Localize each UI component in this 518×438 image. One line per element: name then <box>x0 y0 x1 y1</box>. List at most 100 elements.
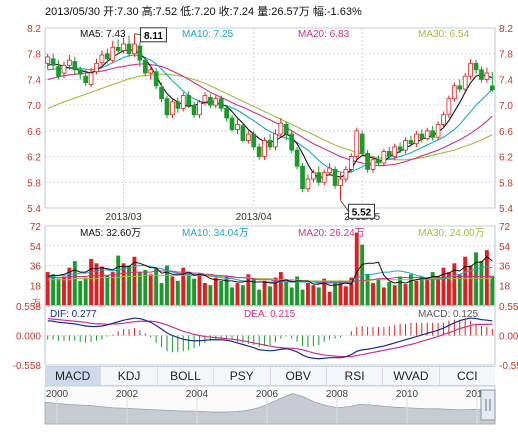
candle-body <box>359 133 365 154</box>
volume-legend-3: MA20: 26.24万 <box>298 228 365 239</box>
candle-body <box>365 152 370 170</box>
candle-body <box>99 54 105 64</box>
volume-bar <box>371 283 375 305</box>
tab-obv[interactable]: OBV <box>271 367 327 385</box>
volume-bar <box>343 286 348 305</box>
price-tick-right: 7.0 <box>499 101 513 112</box>
candle-body <box>424 130 430 139</box>
volume-bar <box>89 258 94 305</box>
candle-body <box>348 156 354 170</box>
volume-unit: 万 <box>32 298 41 308</box>
volume-bar <box>392 285 397 305</box>
volume-ma10-line <box>47 265 493 284</box>
tab-psy[interactable]: PSY <box>214 367 271 385</box>
price-legend-4: MA30: 6.54 <box>418 29 470 40</box>
tab-macd[interactable]: MACD <box>45 367 102 385</box>
tab-cci[interactable]: CCI <box>456 369 478 383</box>
candle-body <box>479 69 484 80</box>
volume-bar <box>94 263 99 305</box>
volume-bar <box>268 286 272 305</box>
tab-boll[interactable]: BOLL <box>158 367 215 385</box>
candle-body <box>408 140 414 145</box>
price-tick-left: 8.2 <box>27 24 41 35</box>
volume-bar <box>148 274 153 305</box>
volume-bar <box>246 274 251 305</box>
candle-body <box>457 85 463 90</box>
tab-wvad[interactable]: WVAD <box>383 367 440 385</box>
annotation-leader <box>340 199 349 212</box>
volume-bar <box>197 274 202 305</box>
volume-bar <box>251 278 256 305</box>
macd-tick-right: 0.000 <box>499 332 518 343</box>
candle-body <box>343 169 349 180</box>
date-tick-label: 2013/04 <box>236 212 273 223</box>
candle-body <box>473 62 479 71</box>
candle-body <box>94 62 99 73</box>
macd-legend-2: DEA: 0.215 <box>244 309 296 320</box>
candle-body <box>419 133 425 139</box>
candle-body <box>484 72 490 80</box>
overview-year-label: 2010 <box>396 389 419 400</box>
candle-body <box>164 98 170 116</box>
volume-bar <box>110 272 115 305</box>
candle-body <box>273 133 278 148</box>
volume-tick-left: 18 <box>30 281 42 292</box>
volume-bar <box>208 285 213 305</box>
volume-bar <box>441 267 446 305</box>
volume-bar <box>414 280 419 305</box>
candle-body <box>180 95 186 109</box>
candle-body <box>126 43 132 55</box>
candle-body <box>235 124 240 130</box>
candle-body <box>245 133 251 141</box>
volume-bar <box>105 275 110 305</box>
volume-bar <box>165 265 169 305</box>
volume-bar <box>186 272 191 305</box>
candle-body <box>148 69 154 74</box>
price-ma30-line <box>47 73 493 161</box>
volume-tick-right: 18 <box>499 281 511 292</box>
candle-body <box>115 46 121 51</box>
volume-bar <box>78 280 83 305</box>
candle-body <box>316 172 322 183</box>
candle-body <box>202 95 208 103</box>
volume-bar <box>446 272 451 305</box>
price-legend-3: MA20: 6.83 <box>298 29 350 40</box>
candle-body <box>338 178 343 186</box>
candle-body <box>468 62 473 77</box>
volume-bar <box>289 287 294 305</box>
volume-bar <box>457 274 462 305</box>
macd-tick-left: -0.558 <box>13 361 42 372</box>
overview-range-handle[interactable] <box>480 389 496 421</box>
annotation-label: 5.52 <box>352 207 372 218</box>
volume-bar <box>425 278 430 305</box>
volume-bar <box>490 275 495 305</box>
price-tick-left: 7.0 <box>27 101 41 112</box>
volume-bar <box>452 263 457 305</box>
price-tick-right: 8.2 <box>499 24 513 35</box>
tab-kdj[interactable]: KDJ <box>101 367 158 385</box>
price-legend-2: MA10: 7.25 <box>182 29 234 40</box>
volume-bar <box>56 278 61 305</box>
candle-body <box>229 117 235 130</box>
volume-bar <box>262 280 267 305</box>
price-tick-right: 7.4 <box>499 75 513 86</box>
handle-body <box>480 389 496 421</box>
volume-bar <box>62 276 66 305</box>
candle-body <box>186 95 192 106</box>
price-tick-left: 6.2 <box>27 153 41 164</box>
annotation-box <box>139 27 167 43</box>
candle-body <box>56 66 61 77</box>
volume-bar <box>192 278 197 305</box>
candle-body <box>311 172 316 180</box>
tab-rsi[interactable]: RSI <box>327 367 384 385</box>
candle-body <box>67 59 72 66</box>
candle-body <box>283 124 289 135</box>
macd-legend-3: MACD: 0.125 <box>418 309 478 320</box>
volume-bar <box>175 280 180 305</box>
price-tick-left: 6.6 <box>27 127 41 138</box>
date-tick-label: 2013/03 <box>106 212 143 223</box>
candle-body <box>376 159 381 164</box>
volume-bar <box>224 275 229 305</box>
